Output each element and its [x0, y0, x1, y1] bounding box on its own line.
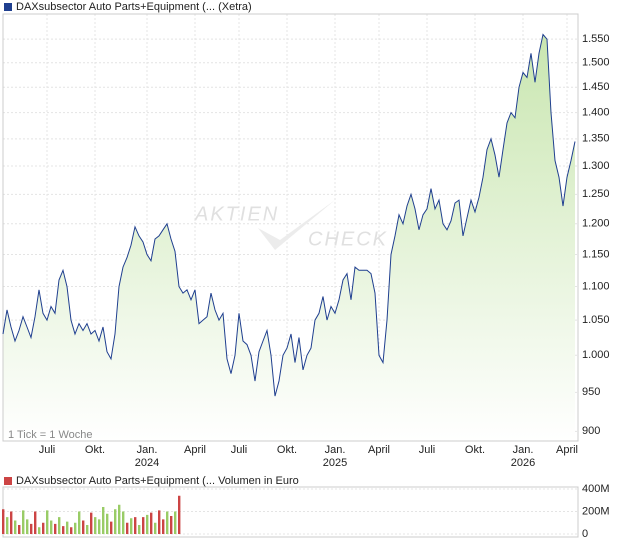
y-tick-label: 1.100 [582, 280, 610, 292]
x-tick-label: Juli [419, 444, 436, 456]
volume-bar [146, 514, 149, 534]
watermark: AKTIEN [194, 203, 279, 225]
plot-frame [2, 13, 579, 442]
volume-bar [118, 504, 121, 534]
x-tick-label: Jan. [325, 444, 346, 456]
x-tick-label: April [184, 444, 206, 456]
x-tick-label: April [368, 444, 390, 456]
volume-bar [34, 511, 37, 534]
volume-bar [150, 512, 153, 534]
volume-bar [94, 517, 97, 534]
volume-bar [166, 511, 169, 534]
legend-label: DAXsubsector Auto Parts+Equipment (... (… [16, 1, 252, 13]
price-line [2, 33, 576, 397]
y-tick-label: 1.250 [582, 188, 610, 200]
volume-bar [26, 519, 29, 534]
legend-swatch [4, 3, 12, 11]
x-tick-label: Okt. [277, 444, 297, 456]
volume-bar [38, 527, 41, 534]
legend-label: DAXsubsector Auto Parts+Equipment (... V… [16, 475, 299, 487]
x-tick-label: Juli [39, 444, 56, 456]
volume-bar [6, 517, 9, 534]
volume-bar [62, 526, 65, 534]
volume-bar [134, 517, 137, 534]
y-tick-label: 1.200 [582, 218, 610, 230]
volume-bar [22, 510, 25, 534]
x-tick-label: Jan. [137, 444, 158, 456]
volume-bar [14, 520, 17, 534]
y-tick-label: 1.400 [582, 106, 610, 118]
volume-bar [178, 495, 181, 534]
volume-bar [98, 519, 101, 534]
volume-bar [50, 520, 53, 534]
volume-bar [174, 511, 177, 534]
volume-bar [90, 512, 93, 534]
volume-bar [58, 517, 61, 534]
volume-bar [54, 523, 57, 534]
volume-bar [30, 523, 33, 534]
y-tick-label: 200M [582, 505, 610, 517]
volume-bar [122, 511, 125, 534]
volume-bar [126, 522, 129, 534]
watermark: CHECK [308, 228, 388, 250]
x-year-label: 2026 [511, 457, 535, 469]
volume-bar [142, 517, 145, 534]
volume-bar [114, 509, 117, 534]
volume-bar [2, 509, 5, 534]
volume-bar [162, 519, 165, 534]
y-tick-label: 1.350 [582, 133, 610, 145]
volume-bar [74, 522, 77, 534]
volume-bar [18, 525, 21, 534]
volume-bar [78, 511, 81, 534]
y-tick-label: 1.050 [582, 314, 610, 326]
volume-bar [42, 522, 45, 534]
y-tick-label: 1.000 [582, 349, 610, 361]
y-tick-label: 950 [582, 386, 600, 398]
y-tick-label: 900 [582, 425, 600, 437]
y-tick-label: 1.150 [582, 248, 610, 260]
volume-bar [82, 520, 85, 534]
volume-bar [70, 527, 73, 534]
volume-bar [66, 521, 69, 534]
y-tick-label: 1.550 [582, 33, 610, 45]
x-year-label: 2025 [323, 457, 347, 469]
y-tick-label: 1.500 [582, 57, 610, 69]
area [3, 34, 575, 441]
volume-bar [158, 510, 161, 534]
volume-bar [154, 522, 157, 534]
legend-swatch [4, 477, 12, 485]
volume-bar [102, 507, 105, 534]
volume-bar [130, 518, 133, 534]
volume-bar [10, 511, 13, 534]
y-tick-label: 1.300 [582, 160, 610, 172]
y-tick-label: 1.450 [582, 81, 610, 93]
volume-bar [46, 510, 49, 534]
volume-bar [106, 513, 109, 534]
x-year-label: 2024 [135, 457, 159, 469]
x-tick-label: April [556, 444, 578, 456]
x-tick-label: Okt. [465, 444, 485, 456]
x-tick-label: Juli [231, 444, 248, 456]
x-tick-label: Jan. [513, 444, 534, 456]
x-tick-label: Okt. [85, 444, 105, 456]
y-tick-label: 400M [582, 483, 610, 495]
volume-bar [138, 525, 141, 534]
tick-note: 1 Tick = 1 Woche [8, 429, 92, 441]
volume-bar [170, 516, 173, 534]
volume-bar [110, 521, 113, 534]
y-tick-label: 0 [582, 528, 588, 540]
volume-bar [86, 525, 89, 534]
